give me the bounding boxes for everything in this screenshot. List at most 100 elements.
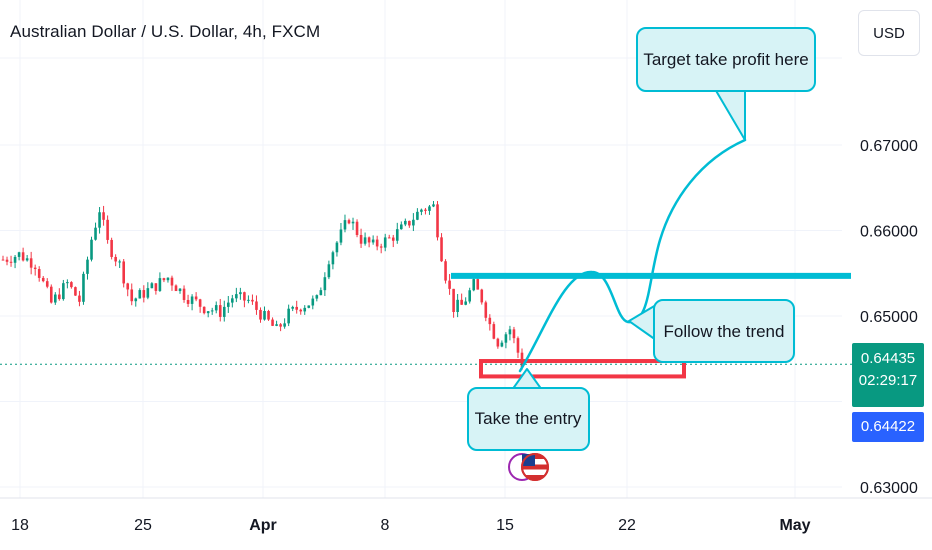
chart-title: Australian Dollar / U.S. Dollar, 4h, FXC… xyxy=(10,22,321,41)
candle-body xyxy=(110,239,113,257)
candle-body xyxy=(158,278,162,291)
currency-button[interactable]: USD xyxy=(858,10,920,56)
callout-trend: Follow the trend xyxy=(628,299,795,363)
candle-body xyxy=(206,311,210,314)
candle-body xyxy=(1,259,5,261)
candle-body xyxy=(130,289,134,302)
candle-body xyxy=(178,288,182,292)
candle-body xyxy=(146,288,150,298)
candle-body xyxy=(299,309,303,312)
candle-body xyxy=(138,290,142,299)
callout-target: Target take profit here xyxy=(636,27,816,141)
candle-body xyxy=(255,301,258,310)
candle-body xyxy=(243,292,246,301)
callout-entry-text: Take the entry xyxy=(475,409,582,428)
y-tick-label: 0.65000 xyxy=(860,309,918,326)
candle-body xyxy=(170,277,174,286)
callout-entry-tail xyxy=(511,368,543,391)
candle-body xyxy=(408,220,411,226)
candle-body xyxy=(259,309,262,320)
x-tick-label: 18 xyxy=(11,517,29,534)
candle-body xyxy=(166,277,170,281)
last-price-badge: 0.64435 02:29:17 xyxy=(852,343,924,407)
candle-body xyxy=(436,204,439,238)
candle-body xyxy=(484,302,488,318)
candlesticks xyxy=(1,200,524,371)
candle-body xyxy=(480,289,484,303)
candle-body xyxy=(379,246,383,248)
candle-body xyxy=(339,229,343,243)
callout-entry: Take the entry xyxy=(467,368,590,451)
candle-body xyxy=(416,211,419,220)
candle-body xyxy=(194,296,198,300)
candle-body xyxy=(516,338,520,353)
candle-body xyxy=(82,273,85,302)
candle-body xyxy=(508,329,512,335)
candle-body xyxy=(464,301,467,305)
y-tick-label: 0.63000 xyxy=(860,480,918,497)
candle-body xyxy=(428,206,431,211)
candle-body xyxy=(315,295,319,299)
candle-body xyxy=(49,286,53,303)
candle-body xyxy=(70,282,73,288)
candle-body xyxy=(13,256,17,263)
candle-body xyxy=(283,323,286,327)
grid-lines xyxy=(0,0,842,498)
candle-body xyxy=(182,288,186,300)
candle-body xyxy=(448,280,451,289)
candle-body xyxy=(122,261,125,284)
candle-body xyxy=(343,220,347,230)
candle-body xyxy=(279,324,282,327)
candle-body xyxy=(17,252,21,257)
candle-body xyxy=(239,292,242,295)
candle-body xyxy=(387,237,391,239)
y-tick-label: 0.66000 xyxy=(860,224,918,241)
candle-body xyxy=(275,324,278,326)
candle-body xyxy=(251,299,254,302)
candle-body xyxy=(5,259,9,262)
candle-body xyxy=(383,237,387,248)
candle-body xyxy=(291,306,294,309)
candle-body xyxy=(29,258,33,268)
candle-body xyxy=(472,279,476,291)
candle-body xyxy=(247,299,250,301)
axes: 0.67000 0.66000 0.65000 0.63000 18 25 Apr 8 15 22… xyxy=(0,138,932,534)
candle-body xyxy=(98,212,101,228)
candle-body xyxy=(500,342,504,347)
candle-body xyxy=(456,299,459,313)
x-tick-label: 8 xyxy=(381,517,390,534)
candle-body xyxy=(391,237,395,241)
x-tick-label: 25 xyxy=(134,517,152,534)
candle-body xyxy=(404,220,407,225)
last-price-label: 0.64435 xyxy=(860,350,916,367)
candle-body xyxy=(222,306,226,317)
candle-body xyxy=(186,299,190,304)
candle-body xyxy=(267,311,270,320)
x-tick-label: Apr xyxy=(249,517,277,534)
callout-target-tail xyxy=(714,88,746,141)
candle-body xyxy=(420,209,423,212)
candle-body xyxy=(25,258,29,261)
candle-body xyxy=(21,252,25,261)
candle-body xyxy=(347,220,351,224)
callout-trend-text: Follow the trend xyxy=(664,322,785,341)
candle-body xyxy=(440,237,443,262)
x-tick-label: May xyxy=(779,517,810,534)
candle-body xyxy=(444,261,447,281)
candle-body xyxy=(367,237,371,243)
candle-body xyxy=(263,311,266,320)
candle-body xyxy=(488,317,492,325)
candle-body xyxy=(66,282,69,284)
candle-body xyxy=(363,237,367,244)
candle-body xyxy=(142,290,146,298)
candle-body xyxy=(106,219,109,240)
candle-body xyxy=(307,305,311,308)
bar-countdown-label: 02:29:17 xyxy=(858,372,918,389)
candle-body xyxy=(174,285,178,292)
candle-body xyxy=(86,259,89,274)
us-flag-ring xyxy=(521,453,549,481)
candle-body xyxy=(45,281,49,287)
candle-body xyxy=(432,204,435,207)
